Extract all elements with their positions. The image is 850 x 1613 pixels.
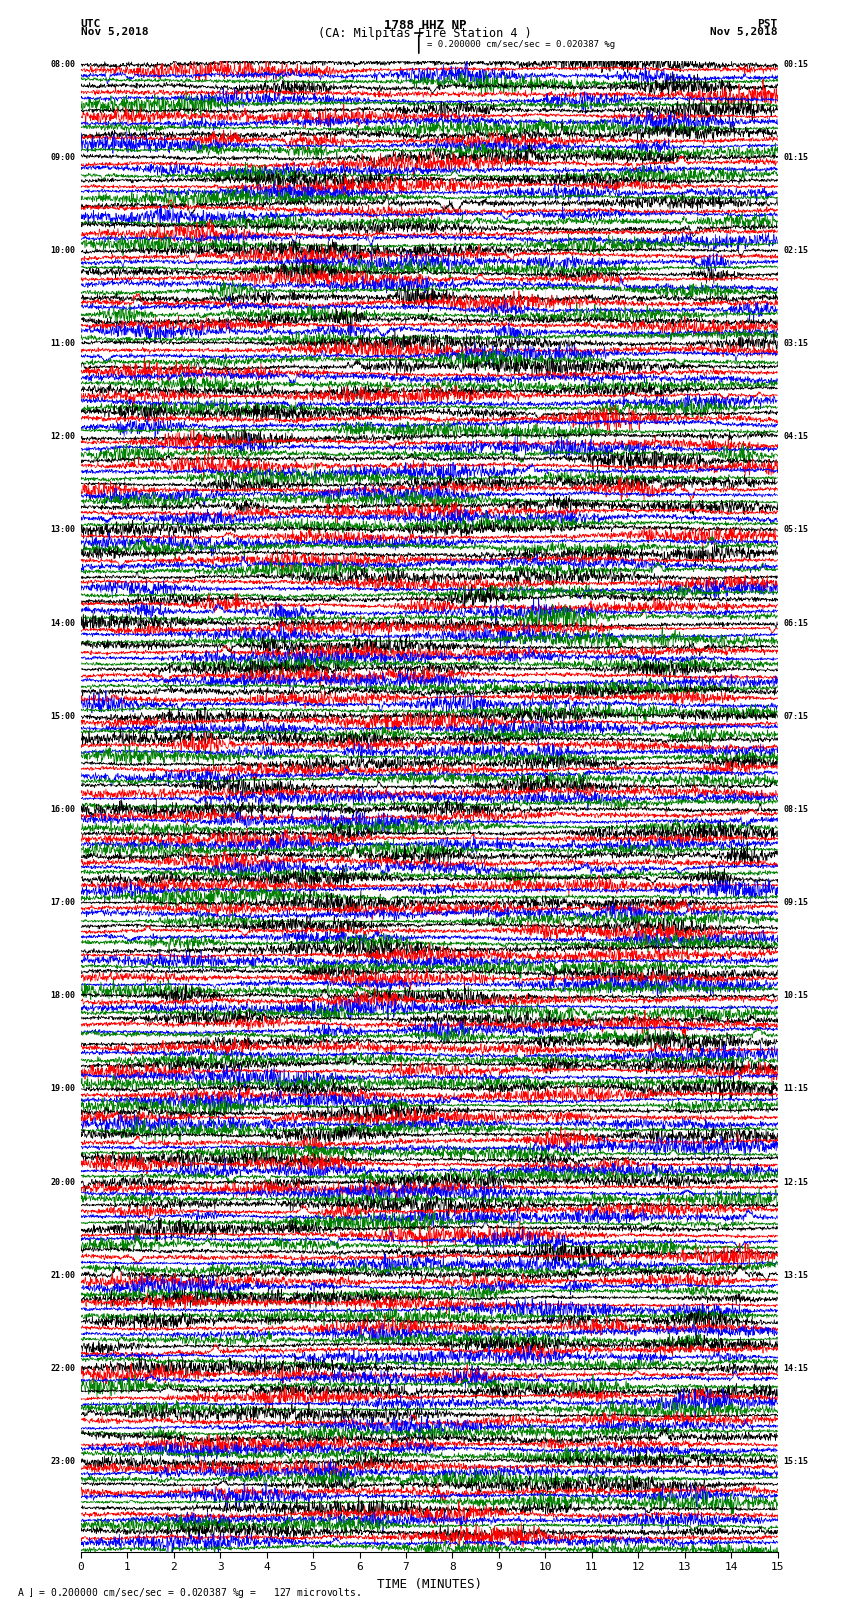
Text: 19:00: 19:00 (50, 1084, 75, 1094)
Text: 22:00: 22:00 (50, 1365, 75, 1373)
Text: 08:00: 08:00 (50, 60, 75, 69)
Text: 09:15: 09:15 (784, 898, 808, 907)
Text: 11:00: 11:00 (50, 339, 75, 348)
Text: 15:15: 15:15 (784, 1457, 808, 1466)
Text: 07:15: 07:15 (784, 711, 808, 721)
Text: 12:00: 12:00 (50, 432, 75, 442)
Text: 14:15: 14:15 (784, 1365, 808, 1373)
X-axis label: TIME (MINUTES): TIME (MINUTES) (377, 1578, 482, 1590)
Text: 10:00: 10:00 (50, 247, 75, 255)
Text: 17:00: 17:00 (50, 898, 75, 907)
Text: 05:15: 05:15 (784, 526, 808, 534)
Text: 1788 HHZ NP: 1788 HHZ NP (383, 18, 467, 32)
Text: 12:15: 12:15 (784, 1177, 808, 1187)
Text: 20:00: 20:00 (50, 1177, 75, 1187)
Text: 06:15: 06:15 (784, 619, 808, 627)
Text: 21:00: 21:00 (50, 1271, 75, 1279)
Text: 03:15: 03:15 (784, 339, 808, 348)
Text: UTC: UTC (81, 18, 101, 29)
Text: 10:15: 10:15 (784, 992, 808, 1000)
Text: 02:15: 02:15 (784, 247, 808, 255)
Text: 04:15: 04:15 (784, 432, 808, 442)
Text: 13:15: 13:15 (784, 1271, 808, 1279)
Text: 09:00: 09:00 (50, 153, 75, 161)
Text: 14:00: 14:00 (50, 619, 75, 627)
Text: 18:00: 18:00 (50, 992, 75, 1000)
Text: 15:00: 15:00 (50, 711, 75, 721)
Text: (CA: Milpitas Fire Station 4 ): (CA: Milpitas Fire Station 4 ) (318, 26, 532, 40)
Text: A $\rfloor$ = 0.200000 cm/sec/sec = 0.020387 %g =   127 microvolts.: A $\rfloor$ = 0.200000 cm/sec/sec = 0.02… (17, 1586, 361, 1600)
Text: 16:00: 16:00 (50, 805, 75, 815)
Text: 08:15: 08:15 (784, 805, 808, 815)
Text: 00:15: 00:15 (784, 60, 808, 69)
Text: = 0.200000 cm/sec/sec = 0.020387 %g: = 0.200000 cm/sec/sec = 0.020387 %g (428, 40, 615, 48)
Text: Nov 5,2018: Nov 5,2018 (711, 26, 778, 37)
Text: 23:00: 23:00 (50, 1457, 75, 1466)
Text: Nov 5,2018: Nov 5,2018 (81, 26, 148, 37)
Text: 11:15: 11:15 (784, 1084, 808, 1094)
Text: 01:15: 01:15 (784, 153, 808, 161)
Text: PST: PST (757, 18, 778, 29)
Text: 13:00: 13:00 (50, 526, 75, 534)
